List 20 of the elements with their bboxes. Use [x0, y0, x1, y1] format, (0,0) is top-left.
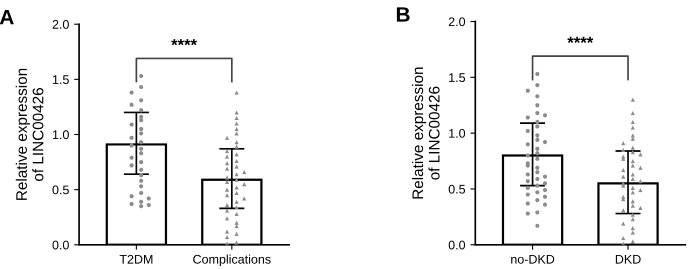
x-tick-label: T2DM [120, 254, 152, 264]
x-tick-label: Complications [193, 254, 271, 266]
y-tick-label: 1.5 [449, 73, 466, 82]
y-tick-label: 0.0 [448, 240, 466, 250]
y-axis-title: Relative expression of LINC00426 [16, 68, 44, 200]
x-tick-label: no-DKD [511, 254, 554, 264]
y-tick-label: 1.5 [52, 75, 69, 84]
x-tick-label: DKD [616, 254, 641, 264]
y-tick-label: 0.0 [52, 240, 69, 250]
y-axis-title: Relative expression of LINC00426 [412, 67, 440, 199]
y-tick-label: 2.0 [52, 20, 69, 29]
chart-title: B [396, 7, 410, 22]
y-tick-label: 0.5 [52, 185, 69, 194]
annotation: **** [171, 39, 198, 46]
y-tick-label: 2.0 [448, 17, 466, 26]
y-tick-label: 1.0 [52, 130, 69, 140]
chart-title: A [0, 10, 14, 24]
y-tick-label: 1.0 [449, 128, 466, 138]
annotation: **** [567, 36, 594, 43]
y-tick-label: 0.5 [448, 184, 466, 194]
